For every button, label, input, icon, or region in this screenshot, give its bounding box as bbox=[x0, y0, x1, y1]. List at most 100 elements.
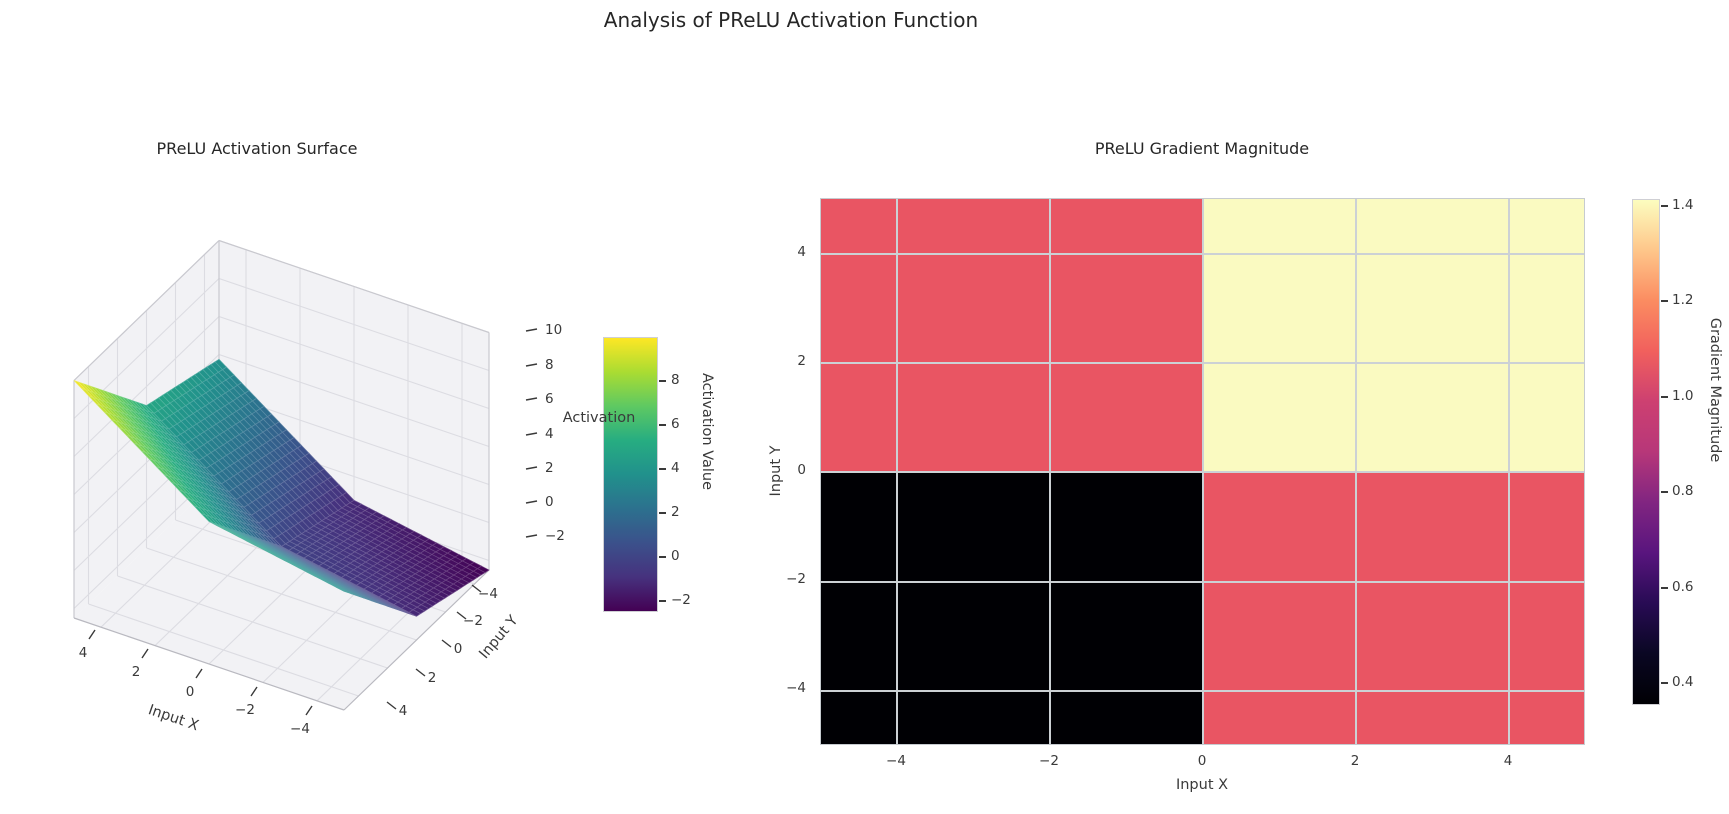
surface-colorbar-tick-label: 6 bbox=[671, 416, 680, 432]
grid-line bbox=[88, 603, 359, 697]
surface-xaxis-label: Input X bbox=[146, 702, 201, 734]
grid-line bbox=[146, 547, 417, 641]
surface-y-tick-label: −4 bbox=[478, 586, 498, 602]
surface-colorbar-tick-mark bbox=[659, 468, 666, 470]
surface-colorbar-tick-label: 2 bbox=[671, 504, 680, 520]
heatmap-quadrant-xneg-yneg bbox=[821, 472, 1203, 744]
heatmap-yaxis-label: Input Y bbox=[768, 445, 784, 497]
surface-colorbar-tick-mark bbox=[659, 556, 666, 558]
heatmap-colorbar-tick-mark bbox=[1661, 491, 1668, 493]
heatmap-colorbar-tick-mark bbox=[1661, 300, 1668, 302]
surface-colorbar bbox=[603, 337, 658, 612]
heatmap-gridline-horizontal bbox=[821, 581, 1584, 583]
heatmap-y-tick-label: 0 bbox=[797, 462, 806, 478]
heatmap-gridline-horizontal bbox=[821, 253, 1584, 255]
heatmap-colorbar-tick-mark bbox=[1661, 587, 1668, 589]
surface-z-tick-label: 0 bbox=[545, 494, 554, 510]
heatmap-colorbar-tick-mark bbox=[1661, 396, 1668, 398]
y-tick-mark bbox=[456, 611, 467, 620]
surface-x-tick-label: −2 bbox=[235, 702, 255, 718]
surface-colorbar-label: Activation Value bbox=[699, 373, 715, 491]
heatmap-x-tick-label: −2 bbox=[1039, 753, 1059, 769]
heatmap-y-tick-label: 4 bbox=[797, 244, 806, 260]
surface-colorbar-tick-mark bbox=[659, 424, 666, 426]
surface-z-tick-label: −2 bbox=[545, 528, 565, 544]
surface-z-tick-label: 6 bbox=[545, 391, 554, 407]
surface-z-tick-label: 4 bbox=[545, 426, 554, 442]
heatmap bbox=[820, 198, 1585, 745]
surface-y-tick-label: 4 bbox=[399, 703, 408, 719]
surface-colorbar-tick-label: 8 bbox=[671, 372, 680, 388]
y-tick-mark bbox=[386, 701, 397, 710]
z-tick-mark bbox=[525, 466, 538, 470]
surface-z-tick-label: 10 bbox=[545, 322, 562, 338]
heatmap-y-tick-label: −4 bbox=[786, 680, 806, 696]
z-tick-mark bbox=[525, 397, 538, 401]
surface-plot-title: PReLU Activation Surface bbox=[156, 139, 358, 158]
surface-y-tick-label: −2 bbox=[463, 613, 483, 629]
box-edge bbox=[73, 240, 220, 381]
figure-suptitle: Analysis of PReLU Activation Function bbox=[603, 8, 979, 32]
x-tick-mark bbox=[195, 668, 203, 679]
heatmap-colorbar-tick-label: 0.8 bbox=[1672, 483, 1694, 499]
heatmap-colorbar-tick-label: 1.2 bbox=[1672, 292, 1694, 308]
heatmap-colorbar bbox=[1632, 199, 1660, 705]
heatmap-colorbar-tick-mark bbox=[1661, 205, 1668, 207]
heatmap-quadrant-xpos-yneg bbox=[1203, 472, 1584, 744]
surface-quad bbox=[336, 587, 349, 593]
heatmap-x-tick-label: −4 bbox=[886, 753, 906, 769]
heatmap-quadrant-xneg-ypos bbox=[821, 199, 1203, 472]
heatmap-colorbar-tick-label: 0.6 bbox=[1672, 579, 1694, 595]
z-tick-mark bbox=[525, 500, 538, 504]
heatmap-x-tick-label: 4 bbox=[1503, 753, 1513, 769]
z-tick-mark bbox=[525, 432, 538, 436]
surface-colorbar-tick-mark bbox=[659, 380, 666, 382]
surface-colorbar-tick-mark bbox=[659, 512, 666, 514]
heatmap-colorbar-tick-mark bbox=[1661, 682, 1668, 684]
heatmap-quadrant-xpos-ypos bbox=[1203, 199, 1584, 472]
surface-yaxis-label: Input Y bbox=[476, 613, 521, 662]
x-tick-mark bbox=[141, 648, 149, 659]
surface-colorbar-tick-label: 4 bbox=[671, 460, 680, 476]
heatmap-y-tick-label: −2 bbox=[786, 571, 806, 587]
heatmap-colorbar-tick-label: 1.0 bbox=[1672, 388, 1694, 404]
box-edge bbox=[218, 239, 490, 334]
surface-x-tick-label: −4 bbox=[290, 721, 310, 737]
surface-colorbar-tick-label: −2 bbox=[671, 592, 691, 608]
grid-line bbox=[218, 315, 490, 410]
surface-colorbar-tick-label: 0 bbox=[671, 548, 680, 564]
heatmap-x-tick-label: 2 bbox=[1350, 753, 1360, 769]
x-tick-mark bbox=[305, 705, 313, 716]
heatmap-xaxis-label: Input X bbox=[1175, 777, 1229, 793]
y-tick-mark bbox=[415, 668, 426, 677]
surface-z-tick-label: 8 bbox=[545, 357, 554, 373]
heatmap-colorbar-tick-label: 0.4 bbox=[1672, 674, 1694, 690]
heatmap-x-tick-label: 0 bbox=[1197, 753, 1207, 769]
z-tick-mark bbox=[525, 534, 538, 538]
grid-line bbox=[218, 277, 490, 372]
z-tick-mark bbox=[525, 328, 538, 332]
heatmap-y-tick-label: 2 bbox=[797, 353, 806, 369]
surface-x-tick-label: 0 bbox=[186, 684, 195, 700]
grid-line bbox=[117, 575, 388, 669]
surface-x-tick-label: 2 bbox=[132, 664, 141, 680]
surface-y-tick-label: 0 bbox=[454, 641, 463, 657]
x-tick-mark bbox=[250, 686, 258, 697]
grid-line bbox=[218, 353, 490, 448]
heatmap-gridline-horizontal bbox=[821, 362, 1584, 364]
surface-y-tick-label: 2 bbox=[428, 670, 437, 686]
y-tick-mark bbox=[441, 639, 452, 648]
heatmap-gridline-horizontal bbox=[821, 471, 1584, 473]
axis-edge-y bbox=[343, 569, 490, 711]
heatmap-gridline-horizontal bbox=[821, 690, 1584, 692]
heatmap-plot-title: PReLU Gradient Magnitude bbox=[1094, 139, 1310, 158]
grid-line bbox=[73, 316, 220, 457]
surface-colorbar-tick-mark bbox=[659, 600, 666, 602]
surface-z-tick-label: 2 bbox=[545, 460, 554, 476]
x-tick-mark bbox=[88, 629, 96, 640]
y-tick-mark bbox=[471, 584, 482, 593]
surface-x-tick-label: 4 bbox=[79, 645, 88, 661]
z-tick-mark bbox=[525, 363, 538, 367]
